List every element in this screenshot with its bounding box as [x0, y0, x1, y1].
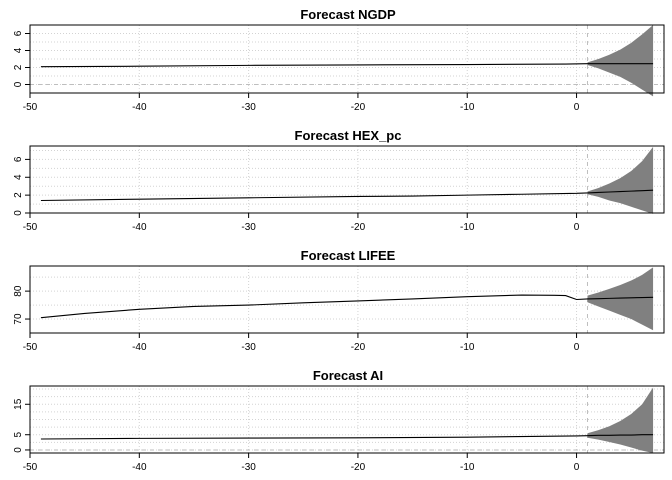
x-tick-label: -50: [23, 222, 38, 233]
x-tick-label: -10: [460, 342, 475, 353]
y-tick-label: 0: [13, 81, 24, 87]
y-tick-label: 4: [13, 47, 24, 53]
x-tick-label: -20: [351, 342, 366, 353]
history-series-line: [40, 192, 588, 202]
y-tick-label: 2: [13, 64, 24, 70]
forecast-interval-band: [587, 146, 654, 214]
x-tick-label: -10: [460, 102, 475, 113]
panel-title: Forecast LIFEE: [301, 248, 396, 263]
x-tick-label: -40: [132, 102, 147, 113]
plot-frame: [29, 385, 665, 454]
y-tick-label: 4: [13, 174, 24, 180]
x-tick-label: -20: [351, 102, 366, 113]
panel-4: Forecast AI -50 -40 -30 -20 -10 0 0 5 15: [13, 368, 665, 473]
history-series-line: [40, 294, 588, 319]
forecast-mean-line: [587, 434, 654, 437]
panel-title: Forecast AI: [313, 368, 383, 383]
forecast-interval-band: [587, 387, 654, 453]
x-tick-label: -50: [23, 102, 38, 113]
panel-title: Forecast NGDP: [300, 7, 396, 22]
forecast-mean-line: [587, 189, 654, 194]
x-tick-label: 0: [574, 462, 580, 473]
x-tick-label: 0: [574, 342, 580, 353]
x-tick-label: -40: [132, 342, 147, 353]
x-tick-label: -20: [351, 462, 366, 473]
x-tick-label: -40: [132, 222, 147, 233]
panel-title: Forecast HEX_pc: [295, 128, 402, 143]
forecast-mean-line: [587, 296, 654, 300]
x-tick-label: -30: [241, 462, 256, 473]
plot-frame: [29, 265, 665, 334]
x-tick-label: -10: [460, 462, 475, 473]
y-tick-label: 5: [13, 432, 24, 438]
history-series-line: [40, 63, 588, 68]
x-tick-label: 0: [574, 102, 580, 113]
y-tick-label: 6: [13, 30, 24, 36]
x-tick-label: 0: [574, 222, 580, 233]
y-tick-label: 6: [13, 156, 24, 162]
plot-frame: [29, 24, 665, 94]
y-tick-label: 2: [13, 192, 24, 198]
y-tick-label: 15: [13, 398, 24, 410]
y-tick-label: 70: [13, 313, 24, 325]
x-tick-label: -50: [23, 342, 38, 353]
x-tick-label: -20: [351, 222, 366, 233]
panel-2: Forecast HEX_pc -50 -40 -30 -20 -10 0 0 2 4 6: [13, 128, 665, 233]
x-tick-label: -50: [23, 462, 38, 473]
x-tick-label: -30: [241, 342, 256, 353]
forecast-interval-band: [587, 25, 654, 97]
history-series-line: [40, 435, 588, 440]
plot-frame: [29, 145, 665, 214]
forecast-interval-band: [587, 267, 654, 331]
y-tick-label: 80: [13, 285, 24, 297]
x-tick-label: -10: [460, 222, 475, 233]
x-tick-label: -40: [132, 462, 147, 473]
panel-1: Forecast NGDP -50 -40 -30 -20 -10 0 0 2 4 6: [13, 7, 665, 113]
panel-3: Forecast LIFEE -50 -40 -30 -20 -10 0 70 80: [13, 248, 665, 353]
y-tick-label: 0: [13, 210, 24, 216]
x-tick-label: -30: [241, 222, 256, 233]
x-tick-label: -30: [241, 102, 256, 113]
y-tick-label: 0: [13, 447, 24, 453]
